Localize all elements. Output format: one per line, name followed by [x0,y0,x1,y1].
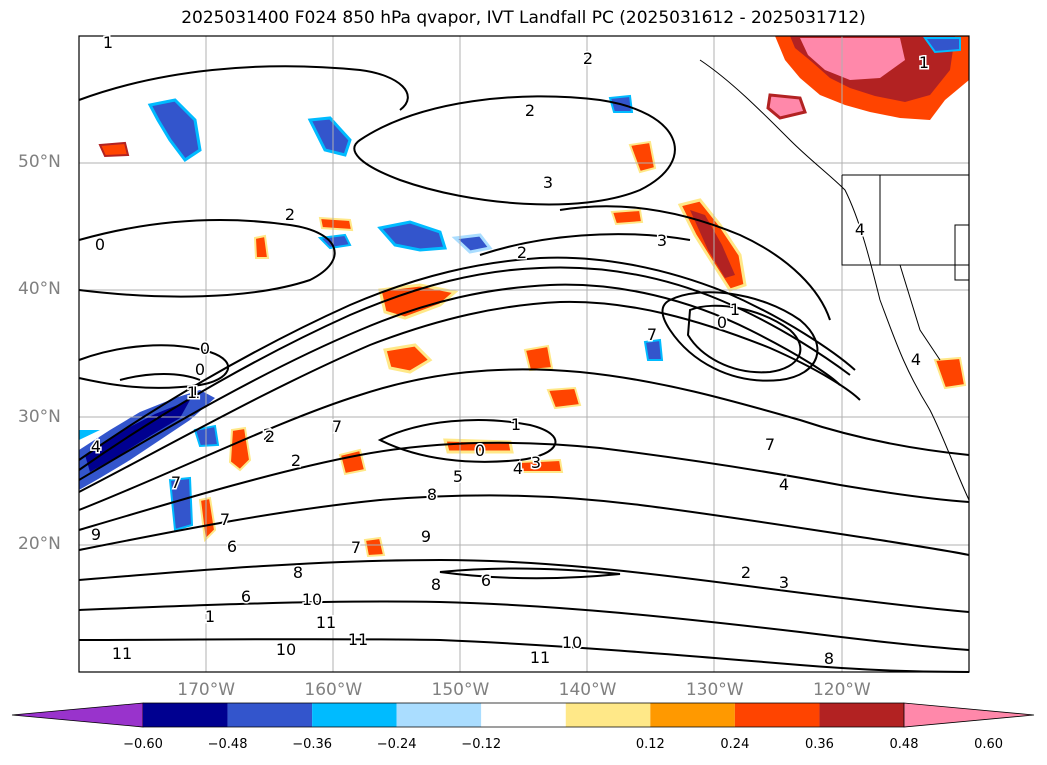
contour-label: 0 [200,339,210,358]
gridlines [79,36,969,672]
contour-label: 7 [171,473,181,492]
ivt-contours [78,65,970,673]
contour-label: 10 [276,640,296,659]
contour-label: 2 [285,205,295,224]
lon-label: 120°W [812,680,871,700]
contour-label: 6 [481,571,491,590]
contour-label: 1 [730,300,740,319]
contour-label: 8 [293,563,303,582]
lon-label: 140°W [558,680,617,700]
colorbar-segment [481,703,566,727]
colorbar-tick-label: −0.60 [123,737,163,752]
contour-label: 7 [647,325,657,344]
lon-label: 130°W [685,680,744,700]
coastlines [699,59,970,501]
colorbar-segment [734,703,820,727]
colorbar-tick-label: 0.60 [974,737,1004,752]
colorbar-tick-label: −0.36 [292,737,333,752]
contour-label: 3 [657,231,667,250]
lat-label: 20°N [18,533,61,554]
contour-label: 2 [263,425,273,444]
lon-label: 160°W [304,680,363,700]
contour-label: 10 [302,590,322,609]
colorbar-tick-label: 0.36 [804,737,834,752]
contour-label: 2 [583,49,593,68]
colorbar-segment [396,703,482,727]
contour-label: 6 [241,587,251,606]
contour-label: 11 [348,630,368,649]
contour-label: 4 [779,475,789,494]
contour-label: 0 [475,441,485,460]
contour-label: 9 [91,525,101,544]
contour-label: 8 [824,649,834,668]
contour-label: 8 [431,575,441,594]
colorbar-segment [312,703,397,727]
contour-label: 1 [511,415,521,434]
contour-label: 2 [525,101,535,120]
qvapor-fill [79,36,969,558]
contour-label: 4 [911,350,921,369]
contour-label: 4 [855,220,865,239]
contour-label: 4 [513,459,523,478]
lon-label: 150°W [431,680,490,700]
contour-label: 7 [351,538,361,557]
map-border [78,35,970,673]
contour-label: 0 [195,360,205,379]
contour-label: 3 [779,573,789,592]
contour-label: 11 [316,613,336,632]
contour-label: 11 [530,648,550,667]
contour-label: 8 [427,485,437,504]
colorbar-extend-low [11,702,144,728]
contour-label: 7 [220,510,230,529]
contour-label: 0 [95,235,105,254]
colorbar-segment [819,703,904,727]
colorbar-segment [565,703,651,727]
contour-label: 3 [531,453,541,472]
contour-label: 7 [765,435,775,454]
contour-label: 2 [291,451,301,470]
lat-label: 40°N [18,279,61,300]
lat-label: 30°N [18,406,61,427]
contour-label: 2 [517,243,527,262]
contour-label: 10 [562,633,582,652]
colorbar-segment [650,703,735,727]
contour-label: 7 [332,417,342,436]
contour-label: 2 [741,563,751,582]
contour-label: 9 [421,527,431,546]
contour-label: 1 [919,53,929,72]
colorbar-tick-label: 0.24 [720,737,750,752]
lon-label: 170°W [177,680,236,700]
contour-label: 1 [187,383,197,402]
colorbar-tick-label: −0.48 [207,737,248,752]
colorbar-tick-label: 0.12 [635,737,665,752]
colorbar-segment [143,703,228,727]
contour-label: 3 [543,173,553,192]
colorbar-tick-label: 0.48 [889,737,919,752]
colorbar-extend-high [903,702,1035,728]
contour-label: 11 [112,644,132,663]
contour-label: 5 [453,467,463,486]
lat-label: 50°N [18,152,61,173]
contour-label: 1 [205,607,215,626]
contour-label: 4 [91,437,101,456]
colorbar-tick-label: −0.24 [376,737,417,752]
colorbar-segment [227,703,313,727]
contour-label: 2 [265,427,275,446]
map-title: 2025031400 F024 850 hPa qvapor, IVT Land… [181,8,866,28]
contour-label: 6 [227,537,237,556]
contour-label: 1 [103,33,113,52]
contour-label: 1 [190,383,200,402]
colorbar [11,702,1035,728]
colorbar-tick-label: −0.12 [461,737,502,752]
contour-label: 0 [717,313,727,332]
